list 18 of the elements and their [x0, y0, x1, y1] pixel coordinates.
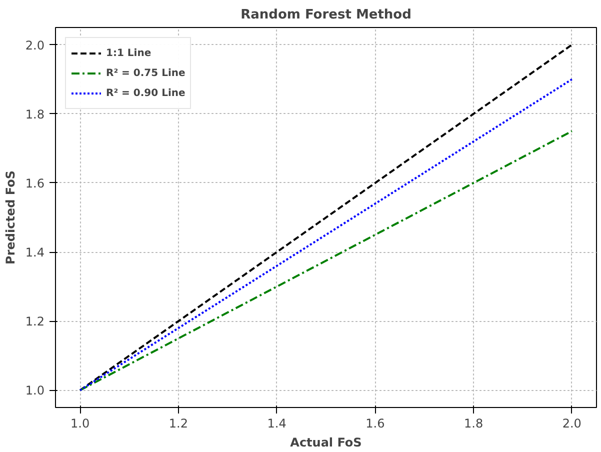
x-tick-label: 1.8 [464, 416, 484, 430]
legend-label: 1:1 Line [106, 48, 152, 58]
x-tick-label: 1.2 [168, 416, 188, 430]
y-tick-label: 1.4 [25, 246, 45, 260]
y-tick-label: 1.2 [25, 314, 45, 329]
chart-title: Random Forest Method [240, 8, 412, 22]
y-axis-title: Predicted FoS [3, 170, 18, 264]
y-tick-label: 2.0 [25, 38, 45, 52]
x-tick-label: 2.0 [562, 416, 582, 430]
x-tick-label: 1.6 [366, 416, 385, 430]
y-tick-label: 1.8 [25, 107, 45, 122]
legend-label: R² = 0.75 Line [106, 68, 186, 78]
y-tick-label: 1.0 [25, 384, 45, 398]
x-tick-label: 1.4 [267, 416, 286, 430]
legend-label: R² = 0.90 Line [106, 88, 186, 98]
x-axis-title: Actual FoS [290, 436, 362, 450]
x-tick-label: 1.0 [70, 416, 90, 430]
y-tick-label: 1.6 [25, 176, 45, 190]
